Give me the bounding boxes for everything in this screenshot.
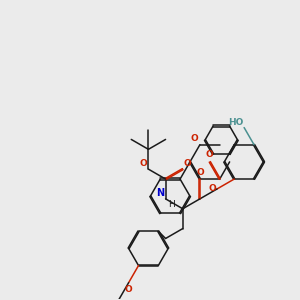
Text: O: O [208, 184, 216, 194]
Text: O: O [140, 159, 147, 168]
Text: O: O [196, 168, 204, 177]
Text: N: N [157, 188, 165, 198]
Text: O: O [190, 134, 198, 143]
Text: O: O [206, 150, 214, 159]
Text: H: H [169, 200, 175, 209]
Text: O: O [125, 285, 133, 294]
Text: O: O [184, 159, 191, 168]
Text: HO: HO [228, 118, 243, 127]
